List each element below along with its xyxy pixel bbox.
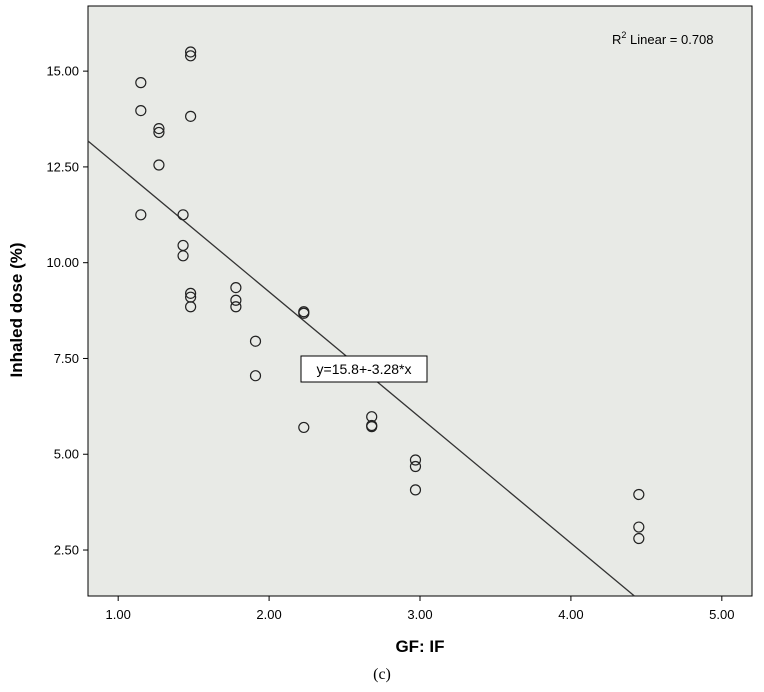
y-axis: 2.50 5.00 7.50 10.00 12.50 15.00	[46, 64, 88, 558]
data-point	[366, 421, 378, 433]
data-point	[153, 122, 165, 135]
data-point	[177, 250, 189, 262]
data-point	[298, 421, 310, 434]
data-point	[153, 159, 165, 171]
data-point	[177, 209, 189, 221]
data-point	[185, 287, 197, 299]
data-point	[249, 335, 262, 347]
x-tick-label: 5.00	[709, 607, 734, 622]
data-point	[135, 209, 147, 221]
data-point	[409, 460, 422, 473]
data-points	[135, 46, 645, 545]
data-point	[230, 301, 242, 313]
plot-area	[87, 5, 753, 597]
x-tick-label: 1.00	[106, 607, 131, 622]
x-axis: 1.00 2.00 3.00 4.00 5.00	[106, 596, 734, 622]
data-point	[153, 126, 165, 139]
data-point	[185, 50, 197, 62]
equation-box	[300, 355, 428, 383]
y-axis-title: Inhaled dose (%)	[7, 242, 26, 377]
equation-label: y=15.8+-3.28*x	[317, 361, 412, 377]
data-point	[185, 110, 197, 122]
x-tick-label: 2.00	[256, 607, 281, 622]
figure-caption: (c)	[373, 666, 391, 683]
data-point	[409, 484, 422, 496]
y-tick-label: 12.50	[46, 159, 79, 174]
y-tick-label: 15.00	[46, 64, 79, 79]
data-point	[633, 521, 645, 533]
y-tick-label: 2.50	[54, 543, 79, 558]
r2-label: R2 Linear = 0.708	[612, 30, 714, 47]
data-point	[409, 454, 422, 466]
y-tick-label: 5.00	[54, 447, 79, 462]
data-point	[135, 77, 147, 89]
data-point	[185, 46, 197, 58]
data-point	[249, 370, 262, 382]
data-point	[185, 301, 197, 313]
y-tick-label: 7.50	[54, 351, 79, 366]
data-point	[135, 104, 147, 117]
data-point	[230, 294, 242, 306]
y-tick-label: 10.00	[46, 255, 79, 270]
x-tick-label: 3.00	[407, 607, 432, 622]
x-axis-title: GF: IF	[395, 637, 444, 656]
x-tick-label: 4.00	[558, 607, 583, 622]
data-point	[633, 532, 645, 545]
data-point	[633, 488, 645, 501]
data-point	[298, 307, 310, 319]
data-point	[230, 281, 242, 294]
